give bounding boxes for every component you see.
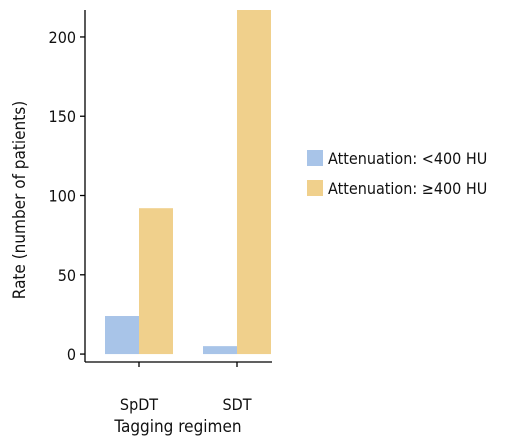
x-ticks-group: SpDT SDT	[120, 362, 252, 414]
legend-label-low-attenuation: Attenuation: <400 HU	[328, 149, 487, 168]
bar-sdt-series-0	[203, 346, 237, 355]
y-tick-label: 150	[49, 107, 76, 126]
bar-spdt-series-0	[105, 316, 139, 355]
y-tick-label: 100	[49, 187, 76, 206]
y-axis-label: Rate (number of patients)	[10, 101, 30, 299]
legend: Attenuation: <400 HU Attenuation: ≥400 H…	[307, 149, 487, 198]
x-axis-label: Tagging regimen	[113, 417, 241, 437]
x-tick-label-spdt: SpDT	[120, 395, 158, 414]
y-ticks-group: 0 50 100 150 200	[49, 28, 85, 364]
legend-swatch-low-attenuation	[307, 150, 323, 166]
bars-group	[105, 10, 271, 355]
y-tick-label: 50	[58, 266, 76, 285]
y-tick-label: 0	[67, 345, 76, 364]
plot-area: 0 50 100 150 200 SpDT SDT	[49, 10, 272, 414]
y-tick-label: 200	[49, 28, 76, 47]
x-tick-label-sdt: SDT	[222, 395, 251, 414]
bar-spdt-series-1	[139, 208, 173, 355]
legend-swatch-high-attenuation	[307, 180, 323, 196]
legend-label-high-attenuation: Attenuation: ≥400 HU	[328, 179, 487, 198]
bar-sdt-series-1	[237, 10, 271, 355]
